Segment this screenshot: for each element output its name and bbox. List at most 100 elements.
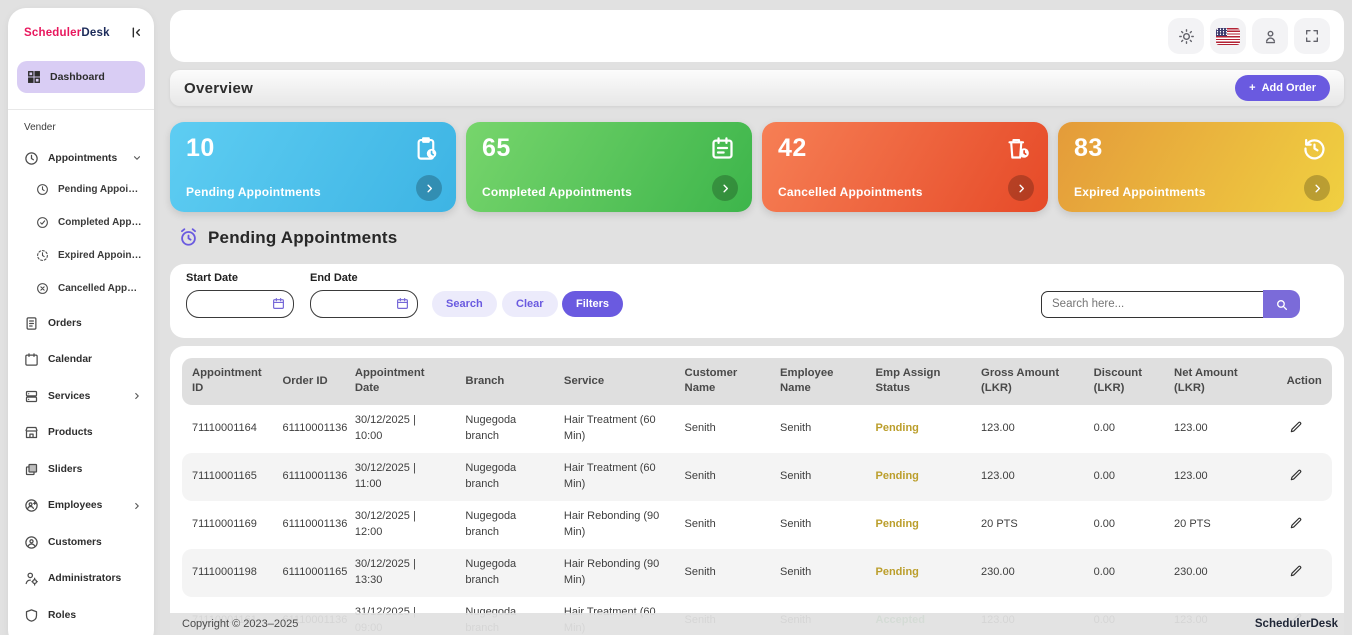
sidebar-item-label: Pending Appoint… (58, 184, 142, 195)
add-order-label: Add Order (1261, 82, 1316, 94)
sidebar-item-administrators[interactable]: Administrators (8, 561, 154, 598)
sidebar-item-expired-appointments[interactable]: Expired Appointm… (8, 239, 154, 272)
section-title: Pending Appointments (208, 227, 398, 247)
end-date-label: End Date (310, 272, 358, 284)
chevron-down-icon (132, 153, 142, 163)
cell-customer: Senith (674, 452, 771, 501)
fullscreen-icon (1304, 28, 1320, 44)
us-flag-icon (1216, 27, 1240, 45)
sidebar-item-label: Services (48, 390, 91, 402)
chevron-right-icon (132, 391, 142, 401)
clock-dashed-icon (36, 249, 49, 262)
search-button[interactable]: Search (432, 291, 497, 317)
column-header: Gross Amount (LKR) (971, 358, 1084, 405)
table-row: 71110001169 61110001136 30/12/2025 | 12:… (182, 501, 1332, 549)
stat-card-completed-appointments[interactable]: 65 Completed Appointments (466, 122, 752, 212)
sidebar-item-orders[interactable]: Orders (8, 305, 154, 342)
cell-net: 123.00 (1164, 452, 1277, 501)
sidebar-item-cancelled-appointments[interactable]: Cancelled Appoin… (8, 272, 154, 305)
stat-card-pending-appointments[interactable]: 10 Pending Appointments (170, 122, 456, 212)
cell-service: Hair Rebonding (90 Min) (563, 510, 660, 538)
sidebar-item-completed-appointments[interactable]: Completed Appoi… (8, 206, 154, 239)
sidebar-item-label: Products (48, 427, 93, 439)
sidebar-item-employees[interactable]: Employees (8, 488, 154, 525)
card-chevron-button[interactable] (1008, 175, 1034, 201)
column-header: Appointment ID (182, 358, 273, 405)
table-header-row: Appointment ID Order ID Appointment Date… (182, 358, 1332, 405)
clear-button[interactable]: Clear (502, 291, 558, 317)
sidebar-item-products[interactable]: Products (8, 415, 154, 452)
cell-appointment-id: 71110001165 (182, 452, 273, 501)
stat-label: Expired Appointments (1074, 185, 1206, 199)
search-input[interactable] (1041, 290, 1263, 318)
card-chevron-button[interactable] (416, 175, 442, 201)
cell-order-id: 61110001136 (282, 421, 348, 434)
search-submit-button[interactable] (1263, 290, 1300, 318)
copyright-text: Copyright © 2023–2025 (182, 618, 299, 630)
fullscreen-button[interactable] (1294, 18, 1330, 54)
cell-service: Hair Rebonding (90 Min) (553, 548, 675, 597)
column-header: Employee Name (770, 358, 866, 405)
cell-employee: Senith (780, 421, 812, 434)
cell-net: 123.00 (1174, 421, 1208, 434)
sidebar-item-services[interactable]: Services (8, 378, 154, 415)
sidebar-item-sliders[interactable]: Sliders (8, 451, 154, 488)
cell-order-id: 61110001136 (282, 517, 348, 530)
appointments-table: Appointment ID Order ID Appointment Date… (182, 358, 1332, 635)
edit-appointment-button[interactable] (1287, 418, 1305, 436)
plus-icon: + (1249, 82, 1256, 94)
sidebar-item-label: Orders (48, 317, 82, 329)
sidebar-item-calendar[interactable]: Calendar (8, 342, 154, 379)
cell-service: Hair Treatment (60 Min) (563, 414, 656, 442)
end-date-input[interactable] (310, 290, 418, 318)
shield-icon (24, 608, 39, 623)
sidebar-item-appointments[interactable]: Appointments (8, 143, 154, 173)
edit-appointment-button[interactable] (1287, 514, 1305, 532)
stat-card-cancelled-appointments[interactable]: 42 Cancelled Appointments (762, 122, 1048, 212)
cell-gross: 20 PTS (981, 517, 1018, 530)
cell-employee: Senith (770, 548, 866, 597)
cell-date: 30/12/2025 | 12:00 (354, 510, 416, 538)
sidebar-item-label: Dashboard (50, 71, 105, 83)
sidebar-item-label: Appointments (48, 152, 118, 164)
clipboard-clock-icon (413, 135, 440, 162)
cell-employee: Senith (770, 452, 866, 501)
sidebar-item-pending-appointments[interactable]: Pending Appoint… (8, 173, 154, 206)
sidebar-item-label: Completed Appoi… (58, 217, 142, 228)
edit-appointment-button[interactable] (1287, 562, 1305, 580)
sidebar-collapse-icon[interactable] (129, 26, 142, 39)
stat-value: 10 (186, 134, 215, 162)
filter-panel: Start Date End Date Search Clear Filters (170, 264, 1344, 338)
status-badge: Pending (865, 452, 972, 501)
sidebar-item-label: Administrators (48, 573, 122, 585)
stat-label: Completed Appointments (482, 185, 632, 199)
cell-date: 30/12/2025 | 11:00 (344, 452, 456, 501)
stat-card-expired-appointments[interactable]: 83 Expired Appointments (1058, 122, 1344, 212)
card-chevron-button[interactable] (712, 175, 738, 201)
sidebar-item-customers[interactable]: Customers (8, 524, 154, 561)
footer: Copyright © 2023–2025 SchedulerDesk (162, 613, 1352, 635)
document-icon (24, 316, 39, 331)
profile-button[interactable] (1252, 18, 1288, 54)
language-selector-button[interactable] (1210, 18, 1246, 54)
stat-label: Cancelled Appointments (778, 185, 923, 199)
history-clock-icon (1301, 135, 1328, 162)
card-chevron-button[interactable] (1304, 175, 1330, 201)
footer-brand: SchedulerDesk (1254, 618, 1338, 630)
section-header: Pending Appointments (178, 227, 397, 248)
sidebar-item-dashboard[interactable]: Dashboard (17, 61, 145, 93)
add-order-button[interactable]: + Add Order (1235, 75, 1330, 101)
start-date-input[interactable] (186, 290, 294, 318)
sidebar-item-roles[interactable]: Roles (8, 597, 154, 634)
theme-toggle-button[interactable] (1168, 18, 1204, 54)
topbar (170, 10, 1344, 62)
cell-customer: Senith (684, 517, 716, 530)
status-badge: Pending (875, 517, 919, 530)
sidebar-section-label: Vender (24, 122, 56, 133)
stat-value: 42 (778, 134, 807, 162)
logo-primary: Scheduler (24, 26, 82, 39)
edit-appointment-button[interactable] (1287, 466, 1305, 484)
person-icon (1262, 28, 1279, 45)
filters-button[interactable]: Filters (562, 291, 624, 317)
appointments-table-card: Appointment ID Order ID Appointment Date… (170, 346, 1344, 635)
